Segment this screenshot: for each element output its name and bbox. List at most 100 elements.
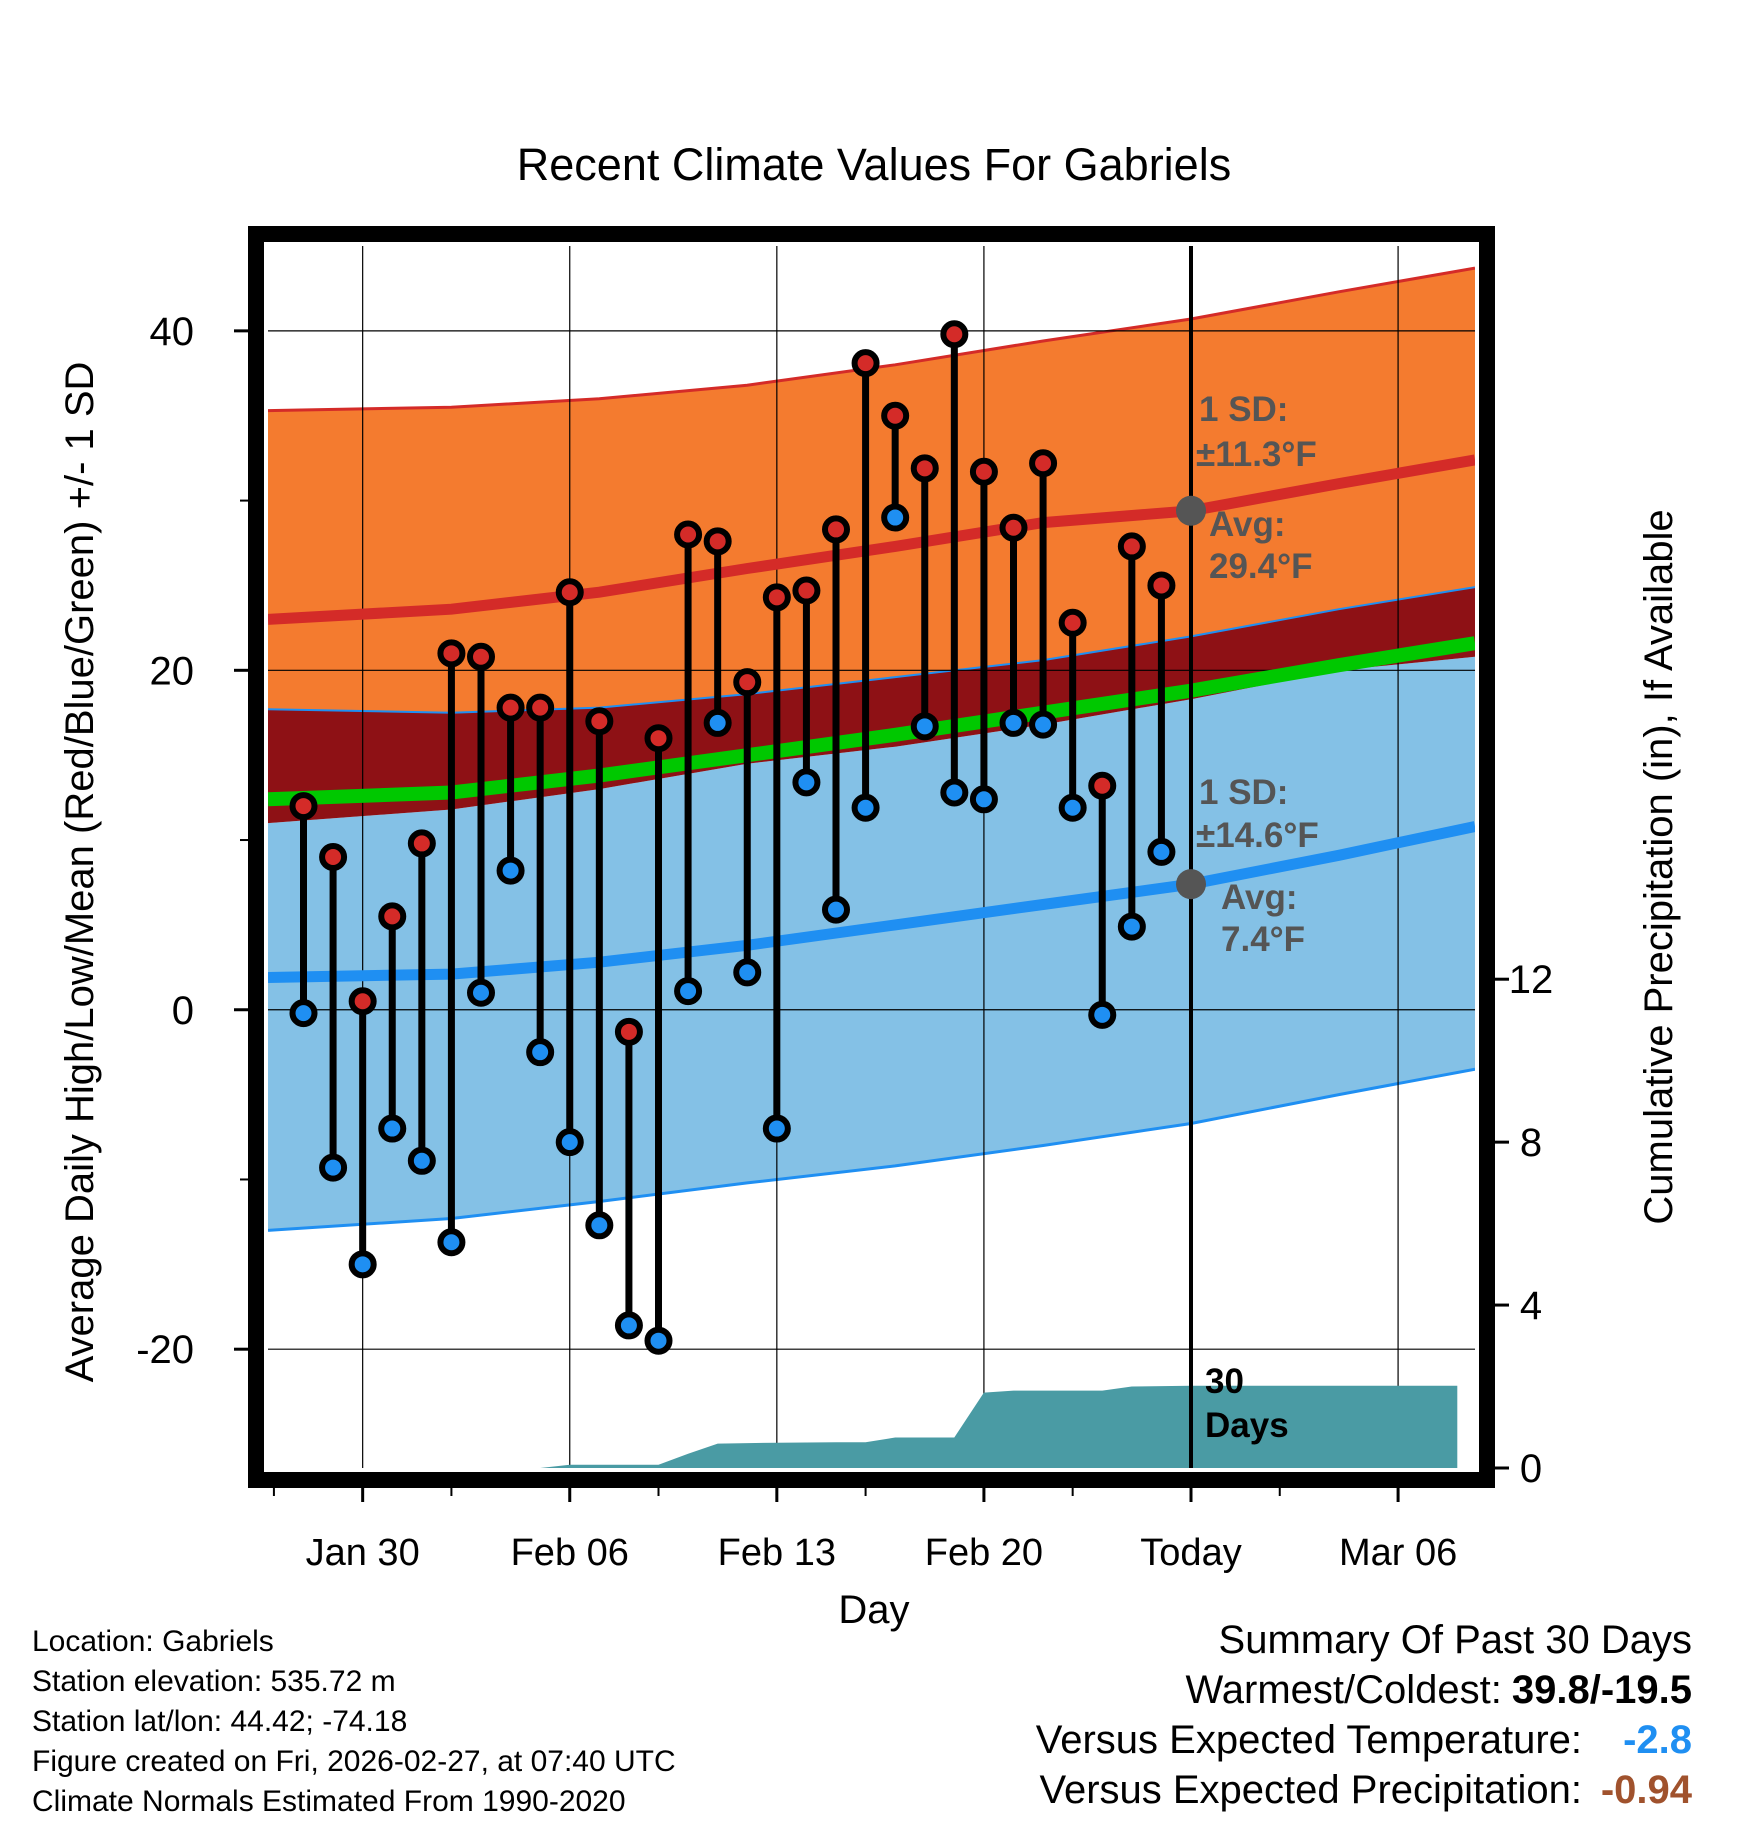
high-plus-sd-line	[268, 266, 1475, 413]
high-temp-point	[585, 707, 614, 736]
x-tick-label: Feb 20	[925, 1532, 1043, 1574]
low-temp-point	[1029, 710, 1058, 739]
x-axis-label: Day	[838, 1588, 909, 1632]
low-temp-point	[1058, 793, 1087, 822]
high-temp-point	[378, 902, 407, 931]
low-temp-point	[733, 958, 762, 987]
high-temp-point	[703, 527, 732, 556]
low-temp-point	[319, 1153, 348, 1182]
mean-line	[268, 636, 1475, 807]
today-low-avg-marker	[1176, 869, 1206, 900]
today-high-avg-marker	[1176, 495, 1206, 526]
y-tick-label-left: 40	[150, 310, 195, 354]
y-tick-label-left: 0	[172, 989, 194, 1033]
high-temp-point	[822, 515, 850, 544]
low-temp-point	[999, 708, 1028, 737]
high-temp-point	[348, 987, 377, 1016]
observed-temps	[289, 320, 1176, 1355]
low-temp-point	[910, 712, 939, 741]
high-temp-point	[1088, 771, 1117, 800]
high-temp-point	[407, 829, 436, 858]
low-temp-point	[289, 999, 318, 1028]
y-axis-label-right: Cumulative Precipitation (in), If Availa…	[1637, 509, 1681, 1224]
high-temp-point	[496, 693, 525, 722]
low-temp-point	[851, 793, 880, 822]
low-temp-point	[762, 1114, 791, 1143]
high-temp-point	[1058, 608, 1087, 637]
low-temp-point	[1147, 837, 1176, 866]
high-temp-point	[1147, 571, 1176, 600]
summary-title: Summary Of Past 30 Days	[1218, 1618, 1692, 1662]
x-tick-label: Feb 06	[511, 1532, 629, 1574]
elevation-text: Station elevation: 535.72 m	[32, 1665, 396, 1698]
high-temp-point	[555, 578, 584, 607]
summary-panel: Summary Of Past 30 Days Warmest/Coldest:…	[1036, 1615, 1692, 1815]
latlon-text: Station lat/lon: 44.42; -74.18	[32, 1705, 408, 1738]
low-avg-label: Avg:	[1221, 878, 1297, 917]
high-avg-value: 29.4°F	[1209, 547, 1313, 586]
plot-clip-group	[268, 246, 1475, 1468]
period-number-label: 30	[1205, 1362, 1244, 1401]
high-temp-point	[289, 792, 318, 821]
low-temp-point	[437, 1228, 466, 1257]
high-avg-line	[268, 454, 1475, 625]
low-avg-value: 7.4°F	[1221, 920, 1305, 959]
y-tick-label-right: 0	[1520, 1447, 1542, 1491]
warm-cold-label: Warmest/Coldest:	[1185, 1668, 1502, 1712]
high-temp-point	[792, 576, 821, 605]
x-tick-label: Today	[1140, 1532, 1241, 1574]
high-temp-point	[940, 320, 969, 349]
high-temp-point	[762, 583, 791, 612]
temp-row: Versus Expected Temperature: -2.8	[1036, 1715, 1692, 1765]
low-temp-point	[1117, 912, 1146, 941]
low-temp-point	[496, 856, 525, 885]
high-temp-point	[733, 668, 762, 697]
high-sd-value: ±11.3°F	[1196, 435, 1317, 474]
chart-title: Recent Climate Values For Gabriels	[517, 139, 1231, 190]
precip-label: Versus Expected Precipitation:	[1039, 1768, 1582, 1812]
high-sd-label: 1 SD:	[1199, 390, 1288, 429]
low-temp-point	[526, 1038, 555, 1067]
y-tick-label-right: 4	[1520, 1284, 1542, 1328]
high-temp-point	[526, 693, 555, 722]
high-avg-label: Avg:	[1209, 505, 1285, 544]
temp-label: Versus Expected Temperature:	[1035, 1718, 1582, 1762]
y-tick-label-right: 12	[1509, 958, 1554, 1002]
y-tick-label-left: -20	[136, 1328, 194, 1372]
low-temp-point	[555, 1128, 584, 1157]
low-minus-sd-line	[268, 1067, 1475, 1232]
high-temp-point	[1029, 449, 1058, 478]
precip-row: Versus Expected Precipitation: -0.94	[1036, 1765, 1692, 1815]
high-temp-point	[319, 843, 348, 871]
high-temp-point	[881, 401, 910, 430]
warm-cold-row: Warmest/Coldest: 39.8/-19.5	[1036, 1665, 1692, 1715]
low-temp-point	[1088, 1000, 1117, 1029]
low-temp-point	[348, 1250, 377, 1279]
high-temp-point	[851, 349, 880, 378]
low-sd-value: ±14.6°F	[1196, 816, 1319, 855]
low-temp-point	[940, 778, 969, 807]
high-temp-point	[999, 513, 1028, 542]
precip-value: -0.94	[1600, 1768, 1692, 1812]
low-temp-point	[378, 1114, 407, 1143]
low-temp-point	[644, 1326, 673, 1355]
low-temp-point	[614, 1311, 643, 1340]
low-temp-point	[822, 895, 850, 924]
warm-cold-value: 39.8/-19.5	[1511, 1668, 1692, 1712]
low-sd-label: 1 SD:	[1199, 773, 1288, 812]
temp-value: -2.8	[1623, 1718, 1692, 1762]
plot-frame	[248, 226, 1495, 1488]
high-temp-point	[437, 639, 466, 668]
high-temp-point	[614, 1017, 643, 1046]
high-temp-point	[644, 724, 673, 753]
location-text: Location: Gabriels	[32, 1625, 274, 1658]
low-temp-point	[792, 768, 821, 797]
low-temp-point	[467, 978, 495, 1007]
low-temp-point	[407, 1146, 436, 1175]
y-tick-label-right: 8	[1520, 1121, 1542, 1165]
low-avg-line	[268, 821, 1475, 983]
station-info: Location: Gabriels Station elevation: 53…	[32, 1622, 676, 1822]
high-temp-point	[1117, 532, 1146, 561]
x-tick-label: Mar 06	[1339, 1532, 1457, 1574]
